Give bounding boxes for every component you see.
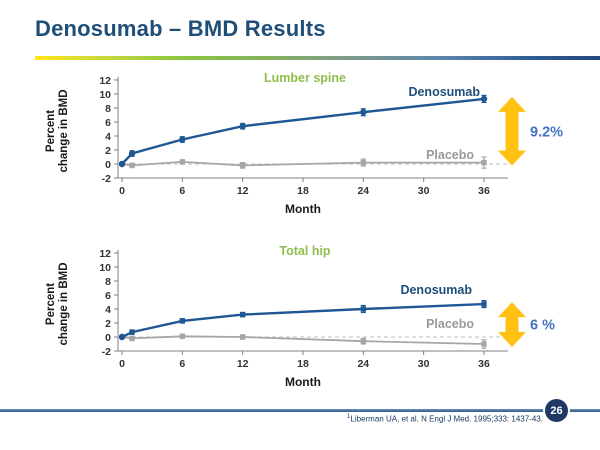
- page-number: 26: [550, 404, 563, 417]
- marker-placebo: [481, 341, 487, 347]
- marker-placebo: [129, 162, 135, 169]
- series-label-denosumab: Denosumab: [400, 283, 472, 297]
- y-tick-label: 0: [105, 159, 111, 171]
- page-number-badge: 26: [543, 397, 570, 424]
- y-tick-label: 4: [105, 304, 111, 316]
- y-tick-label: 12: [99, 75, 111, 87]
- y-tick-label: 8: [105, 103, 111, 115]
- difference-arrow-icon: [498, 302, 526, 347]
- x-tick-label: 0: [119, 185, 125, 197]
- marker-placebo: [239, 162, 246, 169]
- chart-title: Total hip: [279, 244, 331, 258]
- x-tick-label: 30: [418, 185, 430, 197]
- series-label-placebo: Placebo: [426, 148, 474, 162]
- marker-placebo: [179, 159, 186, 165]
- marker-denosumab: [129, 329, 135, 335]
- title-gradient-rule: [35, 56, 600, 60]
- marker-denosumab: [481, 301, 487, 307]
- marker-denosumab: [118, 333, 126, 341]
- chart-title: Lumber spine: [264, 71, 346, 85]
- difference-arrow-icon: [498, 96, 526, 166]
- difference-annotation: 9.2%: [530, 124, 563, 140]
- y-tick-label: 2: [105, 145, 111, 157]
- marker-placebo: [360, 338, 367, 344]
- marker-denosumab: [179, 318, 186, 324]
- y-axis-title: Percentchange in BMD: [45, 89, 70, 172]
- x-tick-label: 18: [297, 358, 309, 370]
- x-tick-label: 36: [478, 185, 490, 197]
- footnote-text: Liberman UA, et al. N Engl J Med. 1995;3…: [350, 414, 543, 424]
- marker-placebo: [239, 334, 246, 340]
- y-tick-label: 6: [105, 290, 111, 302]
- marker-denosumab: [118, 160, 126, 168]
- y-tick-label: 8: [105, 276, 111, 288]
- series-label-denosumab: Denosumab: [408, 85, 480, 99]
- x-tick-label: 30: [418, 358, 430, 370]
- marker-placebo: [360, 159, 367, 166]
- footer-rule: [0, 409, 600, 412]
- y-tick-label: 6: [105, 117, 111, 129]
- y-tick-label: 0: [105, 332, 111, 344]
- y-tick-label: 12: [99, 248, 111, 260]
- page-title: Denosumab – BMD Results: [35, 16, 326, 41]
- x-tick-label: 36: [478, 358, 490, 370]
- x-tick-label: 12: [237, 185, 249, 197]
- y-tick-label: -2: [102, 173, 111, 185]
- y-axis-title: Percentchange in BMD: [45, 262, 70, 345]
- series-label-placebo: Placebo: [426, 317, 474, 331]
- y-tick-label: 10: [99, 89, 111, 101]
- x-tick-label: 6: [179, 185, 185, 197]
- difference-annotation: 6 %: [530, 318, 555, 334]
- marker-placebo: [481, 159, 487, 166]
- marker-denosumab: [239, 311, 246, 318]
- footnote-marker: 1: [347, 414, 351, 420]
- marker-denosumab: [128, 150, 136, 157]
- marker-denosumab: [239, 123, 246, 130]
- marker-placebo: [179, 333, 186, 339]
- y-tick-label: 2: [105, 318, 111, 330]
- y-tick-label: 4: [105, 131, 111, 143]
- x-axis-title: Month: [285, 375, 321, 389]
- x-axis-title: Month: [285, 202, 321, 216]
- marker-denosumab: [360, 109, 367, 116]
- x-tick-label: 24: [357, 358, 369, 370]
- x-tick-label: 6: [179, 358, 185, 370]
- y-tick-label: 10: [99, 262, 111, 274]
- x-tick-label: 24: [357, 185, 369, 197]
- y-tick-label: -2: [102, 346, 111, 358]
- marker-denosumab: [360, 306, 367, 312]
- x-tick-label: 18: [297, 185, 309, 197]
- x-tick-label: 12: [237, 358, 249, 370]
- marker-placebo: [129, 335, 135, 342]
- citation-footnote: 1Liberman UA, et al. N Engl J Med. 1995;…: [320, 414, 570, 424]
- marker-denosumab: [179, 136, 186, 143]
- marker-denosumab: [480, 95, 488, 103]
- x-tick-label: 0: [119, 358, 125, 370]
